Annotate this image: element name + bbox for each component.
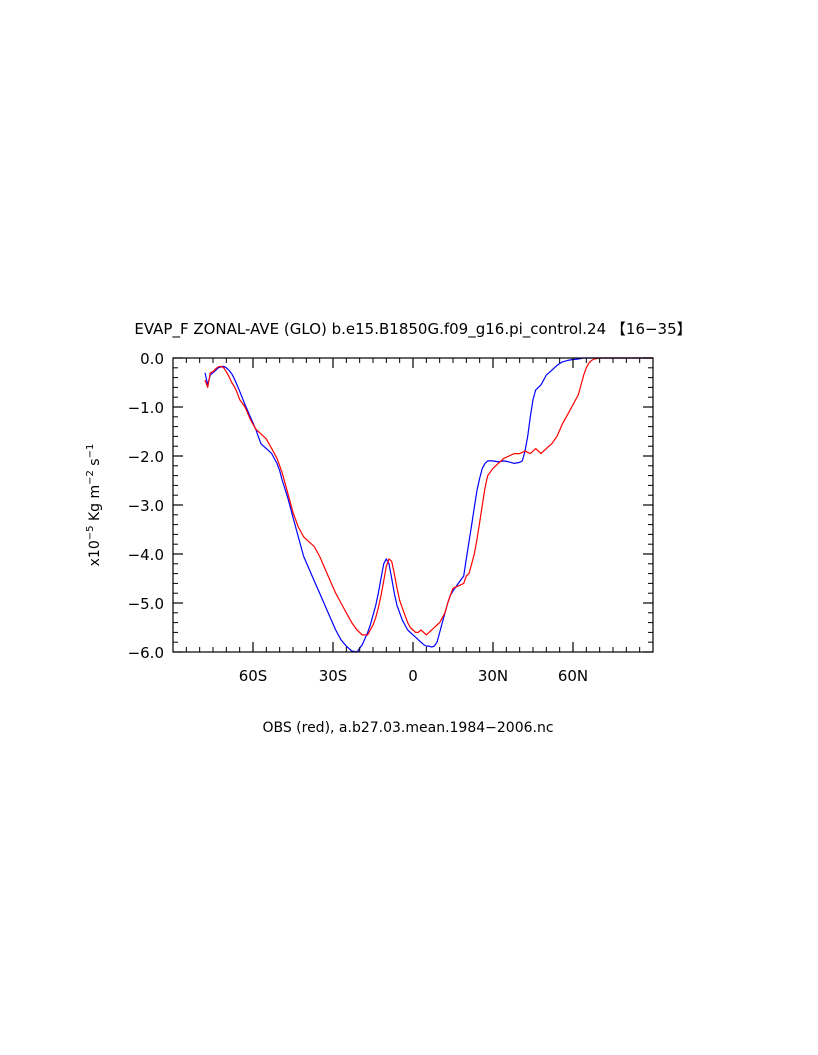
x-tick-label: 30N [478, 667, 508, 685]
y-tick-label: 0.0 [140, 350, 164, 368]
y-tick-label: −3.0 [128, 497, 164, 515]
y-tick-label: −1.0 [128, 399, 164, 417]
y-tick-label: −2.0 [128, 448, 164, 466]
y-axis-label: x10−5 Kg m−2 s−1 [85, 444, 103, 567]
obs-series-line [204, 357, 653, 636]
x-tick-label: 30S [319, 667, 348, 685]
x-axis-label: OBS (red), a.b27.03.mean.1984−2006.nc [262, 720, 553, 736]
y-label-exp1: −5 [85, 526, 96, 541]
x-tick-label: 60N [558, 667, 588, 685]
model-series-line [204, 357, 653, 653]
series-layer [204, 357, 653, 653]
ticks-layer: 60S 30S 0 30N 60N 0.0 −1.0 −2.0 −3.0 −4.0 −5.0 −6.0 [128, 350, 653, 685]
y-tick-label: −4.0 [128, 546, 164, 564]
y-tick-label: −5.0 [128, 595, 164, 613]
x-tick-label: 0 [408, 667, 418, 685]
y-label-prefix: x10 [87, 540, 103, 566]
y-label-exp3: −1 [85, 444, 96, 459]
y-label-mid2: s [87, 458, 103, 470]
x-tick-label: 60S [239, 667, 268, 685]
y-label-mid1: Kg m [87, 485, 103, 526]
y-label-exp2: −2 [85, 470, 96, 485]
plot-frame [172, 357, 654, 653]
chart-title: EVAP_F ZONAL-AVE (GLO) b.e15.B1850G.f09_… [134, 320, 691, 339]
y-tick-label: −6.0 [128, 644, 164, 662]
